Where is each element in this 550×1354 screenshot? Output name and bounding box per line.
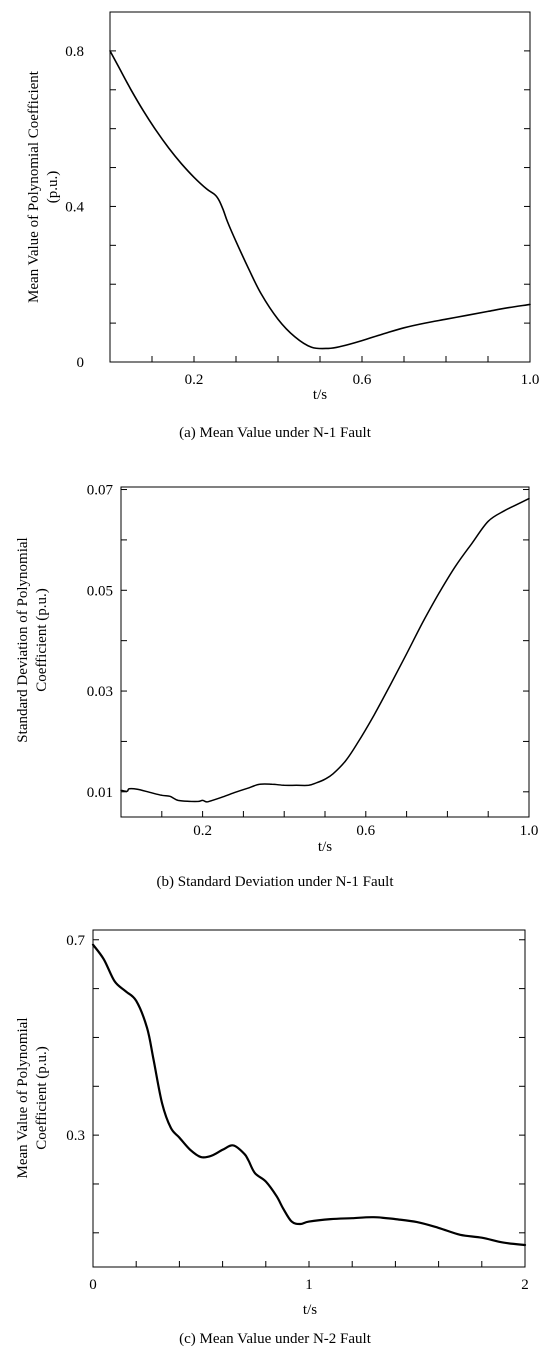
chart-a-series-line	[109, 50, 531, 350]
chart-a-frame	[109, 11, 531, 363]
chart-c-y-axis-title-line-2: Coefficient (p.u.)	[34, 1046, 50, 1149]
chart-c-y-tick-label: 0.3	[66, 1128, 85, 1144]
chart-c-frame	[92, 929, 526, 1268]
chart-a-y-axis-title-line-1: Mean Value of Polynomial Coefficient	[26, 70, 42, 303]
chart-a: 0.2 0.6 1.0 0 0.4 0.8 t/s Mean Value of Polyn…	[26, 11, 540, 441]
chart-b-y-axis-title-line-1: Standard Deviation of Polynomial	[15, 537, 31, 742]
chart-c-x-tick-label: 1	[305, 1277, 313, 1293]
chart-a-y-tick-label: 0.4	[65, 199, 84, 215]
chart-a-y-tick-label: 0	[77, 355, 85, 371]
chart-b-y-tick-label: 0.03	[87, 684, 113, 700]
chart-b-x-tick-label: 1.0	[520, 823, 539, 839]
chart-b-y-tick-label: 0.07	[87, 483, 114, 499]
chart-b-y-tick-label: 0.05	[87, 583, 113, 599]
chart-c-x-tick-label: 0	[89, 1277, 97, 1293]
chart-b-x-axis-title: t/s	[318, 839, 332, 855]
chart-b-series-line	[120, 497, 530, 803]
chart-c-y-axis-title-line-1: Mean Value of Polynomial	[15, 1018, 31, 1179]
chart-a-y-axis-title-line-2: (p.u.)	[45, 171, 61, 204]
chart-b-y-axis-title-line-2: Coefficient (p.u.)	[34, 588, 50, 691]
chart-b-y-tick-label: 0.01	[87, 785, 113, 801]
chart-c-y-tick-label: 0.7	[66, 933, 85, 949]
chart-b: 0.2 0.6 1.0 0.01 0.03 0.05 0.07 t/s Standard D…	[15, 483, 538, 890]
chart-a-caption: (a) Mean Value under N-1 Fault	[179, 425, 372, 441]
chart-c-caption: (c) Mean Value under N-2 Fault	[179, 1331, 372, 1347]
chart-c: 0 1 2 0.7 0.3 t/s Mean Value of Polynomial C…	[15, 929, 529, 1347]
chart-a-x-tick-label: 0.6	[353, 372, 372, 388]
chart-b-x-tick-label: 0.2	[193, 823, 212, 839]
chart-a-x-tick-label: 1.0	[521, 372, 540, 388]
chart-a-x-axis-title: t/s	[313, 387, 327, 403]
chart-b-x-tick-label: 0.6	[356, 823, 375, 839]
chart-a-x-tick-label: 0.2	[185, 372, 204, 388]
chart-b-caption: (b) Standard Deviation under N-1 Fault	[156, 874, 394, 890]
chart-b-frame	[120, 486, 530, 818]
chart-c-x-tick-label: 2	[521, 1277, 529, 1293]
chart-c-x-axis-title: t/s	[303, 1302, 317, 1318]
chart-a-y-tick-label: 0.8	[65, 44, 84, 60]
chart-c-series-line	[91, 943, 527, 1247]
